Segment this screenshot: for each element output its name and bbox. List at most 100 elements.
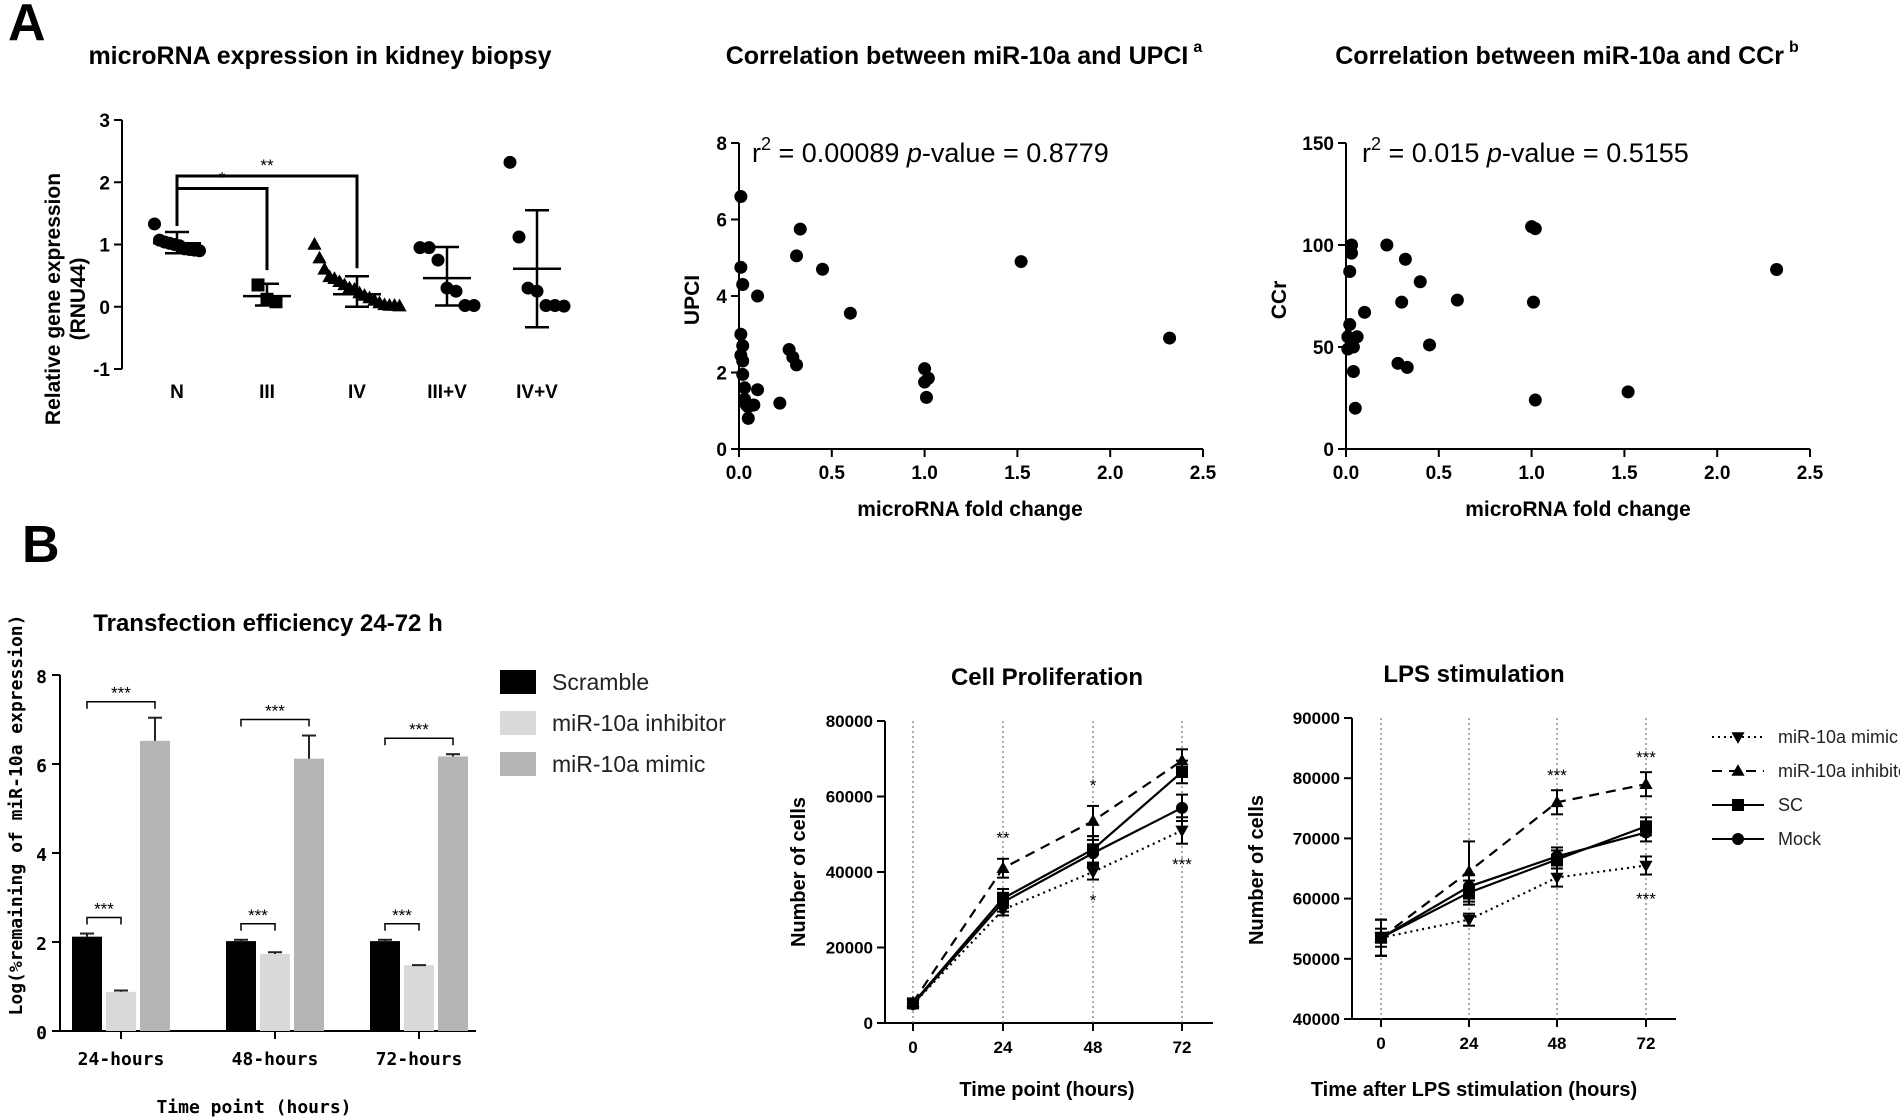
y-tick-label: 80000 [826, 712, 873, 731]
significance-bracket [175, 186, 269, 271]
significance-bracket [240, 718, 310, 727]
significance-label: *** [392, 906, 412, 925]
y-tick-label: 0 [99, 298, 110, 319]
x-tick-label: 48 [1084, 1038, 1103, 1057]
chart-title: microRNA expression in kidney biopsy [88, 42, 551, 70]
series-line [912, 806, 1183, 1005]
significance-label: *** [94, 900, 114, 919]
x-tick-label: 0 [1376, 1034, 1385, 1053]
data-point [996, 861, 1010, 874]
y-axis-label: UPCI [681, 275, 704, 325]
x-tick-label: N [170, 382, 184, 403]
r-squared-annotation: r2 = 0.015 p-value = 0.5155 [1362, 134, 1689, 168]
y-tick-label: 3 [99, 111, 110, 132]
series-line [1380, 831, 1647, 939]
x-tick-label: 72 [1173, 1038, 1192, 1057]
data-point [1621, 385, 1635, 399]
y-tick-label: 6 [36, 756, 47, 777]
significance-label: *** [1547, 766, 1567, 785]
chart-title: Correlation between miR-10a and UPCI a [726, 39, 1203, 70]
data-point [1462, 914, 1476, 927]
y-tick-label: 40000 [1293, 1010, 1340, 1029]
x-axis-label: microRNA fold change [857, 498, 1083, 521]
significance-label: *** [265, 702, 285, 721]
legend-label: Mock [1778, 829, 1822, 849]
x-tick-label: III+V [427, 382, 467, 403]
series-line [912, 829, 1183, 1005]
chart-title-text: Correlation between miR-10a and UPCI [726, 42, 1189, 70]
data-point [1463, 880, 1475, 893]
r-superscript: 2 [761, 134, 771, 154]
legend-swatch [500, 670, 536, 694]
chart-title: Transfection efficiency 24-72 h [93, 610, 442, 637]
x-tick-label: 24 [1460, 1034, 1479, 1053]
x-tick-label: 0.0 [726, 463, 752, 484]
data-point [773, 396, 787, 410]
bar [260, 954, 290, 1031]
data-point [1770, 262, 1784, 276]
significance-bracket [86, 916, 122, 925]
chart-title-superscript: b [1789, 39, 1799, 56]
data-point [539, 299, 553, 313]
chart-title: Correlation between miR-10a and CCr b [1335, 39, 1799, 70]
significance-label: ** [260, 156, 274, 175]
legend-marker [1732, 799, 1744, 811]
data-point [307, 237, 322, 250]
significance-label: *** [1172, 855, 1192, 874]
y-tick-label: 0 [36, 1023, 47, 1044]
chart-title-text: Correlation between miR-10a and CCr [1335, 42, 1784, 70]
legend-label: miR-10a mimic [552, 751, 705, 777]
data-point [458, 299, 472, 313]
data-point [843, 306, 857, 320]
legend-marker [1732, 833, 1744, 845]
data-point [449, 284, 463, 298]
significance-label: ** [996, 829, 1010, 848]
y-tick-label: 4 [36, 845, 47, 866]
legend-label: SC [1778, 795, 1803, 815]
data-point [1343, 318, 1357, 332]
significance-label: *** [1636, 890, 1656, 909]
p-label: p [906, 138, 922, 168]
r-label: r [1362, 138, 1371, 168]
data-point [790, 358, 804, 372]
data-point [1550, 872, 1564, 885]
r-value: = 0.00089 [771, 138, 907, 168]
y-tick-label: 1 [99, 236, 110, 257]
data-point [1176, 765, 1188, 778]
data-point [317, 261, 332, 275]
data-point [193, 244, 206, 258]
data-point [1358, 305, 1372, 319]
data-point [1450, 293, 1464, 307]
significance-bracket [240, 923, 276, 931]
x-axis-label: Time point (hours) [959, 1079, 1134, 1101]
legend-label: miR-10a inhibitor [1778, 761, 1900, 781]
data-point [1639, 860, 1653, 873]
y-tick-label: 40000 [826, 863, 873, 882]
x-tick-label: 1.5 [1611, 463, 1638, 484]
data-point [1014, 255, 1028, 269]
y-tick-label: 0 [1323, 440, 1334, 461]
significance-label: *** [1636, 748, 1656, 767]
data-point [1551, 850, 1563, 863]
data-point [736, 367, 750, 381]
y-tick-label: 2 [99, 173, 110, 194]
y-tick-label: 100 [1302, 236, 1334, 257]
x-tick-label: IV+V [516, 382, 558, 403]
legend-label: Scramble [552, 669, 649, 695]
data-point [467, 299, 481, 313]
significance-label: *** [409, 720, 429, 739]
data-point [512, 230, 526, 244]
data-point [1528, 222, 1542, 236]
series-line [1380, 864, 1647, 939]
data-point [1086, 867, 1100, 879]
data-point [738, 381, 752, 395]
data-point [413, 241, 427, 255]
r-label: r [752, 138, 761, 168]
significance-label: * [219, 168, 226, 187]
y-tick-label: 80000 [1293, 769, 1340, 788]
y-axis-label: Number of cells [788, 797, 810, 947]
y-tick-label: 70000 [1293, 829, 1340, 848]
data-point [919, 390, 933, 404]
x-tick-label: 2.5 [1797, 463, 1824, 484]
y-tick-label: 6 [716, 211, 727, 232]
